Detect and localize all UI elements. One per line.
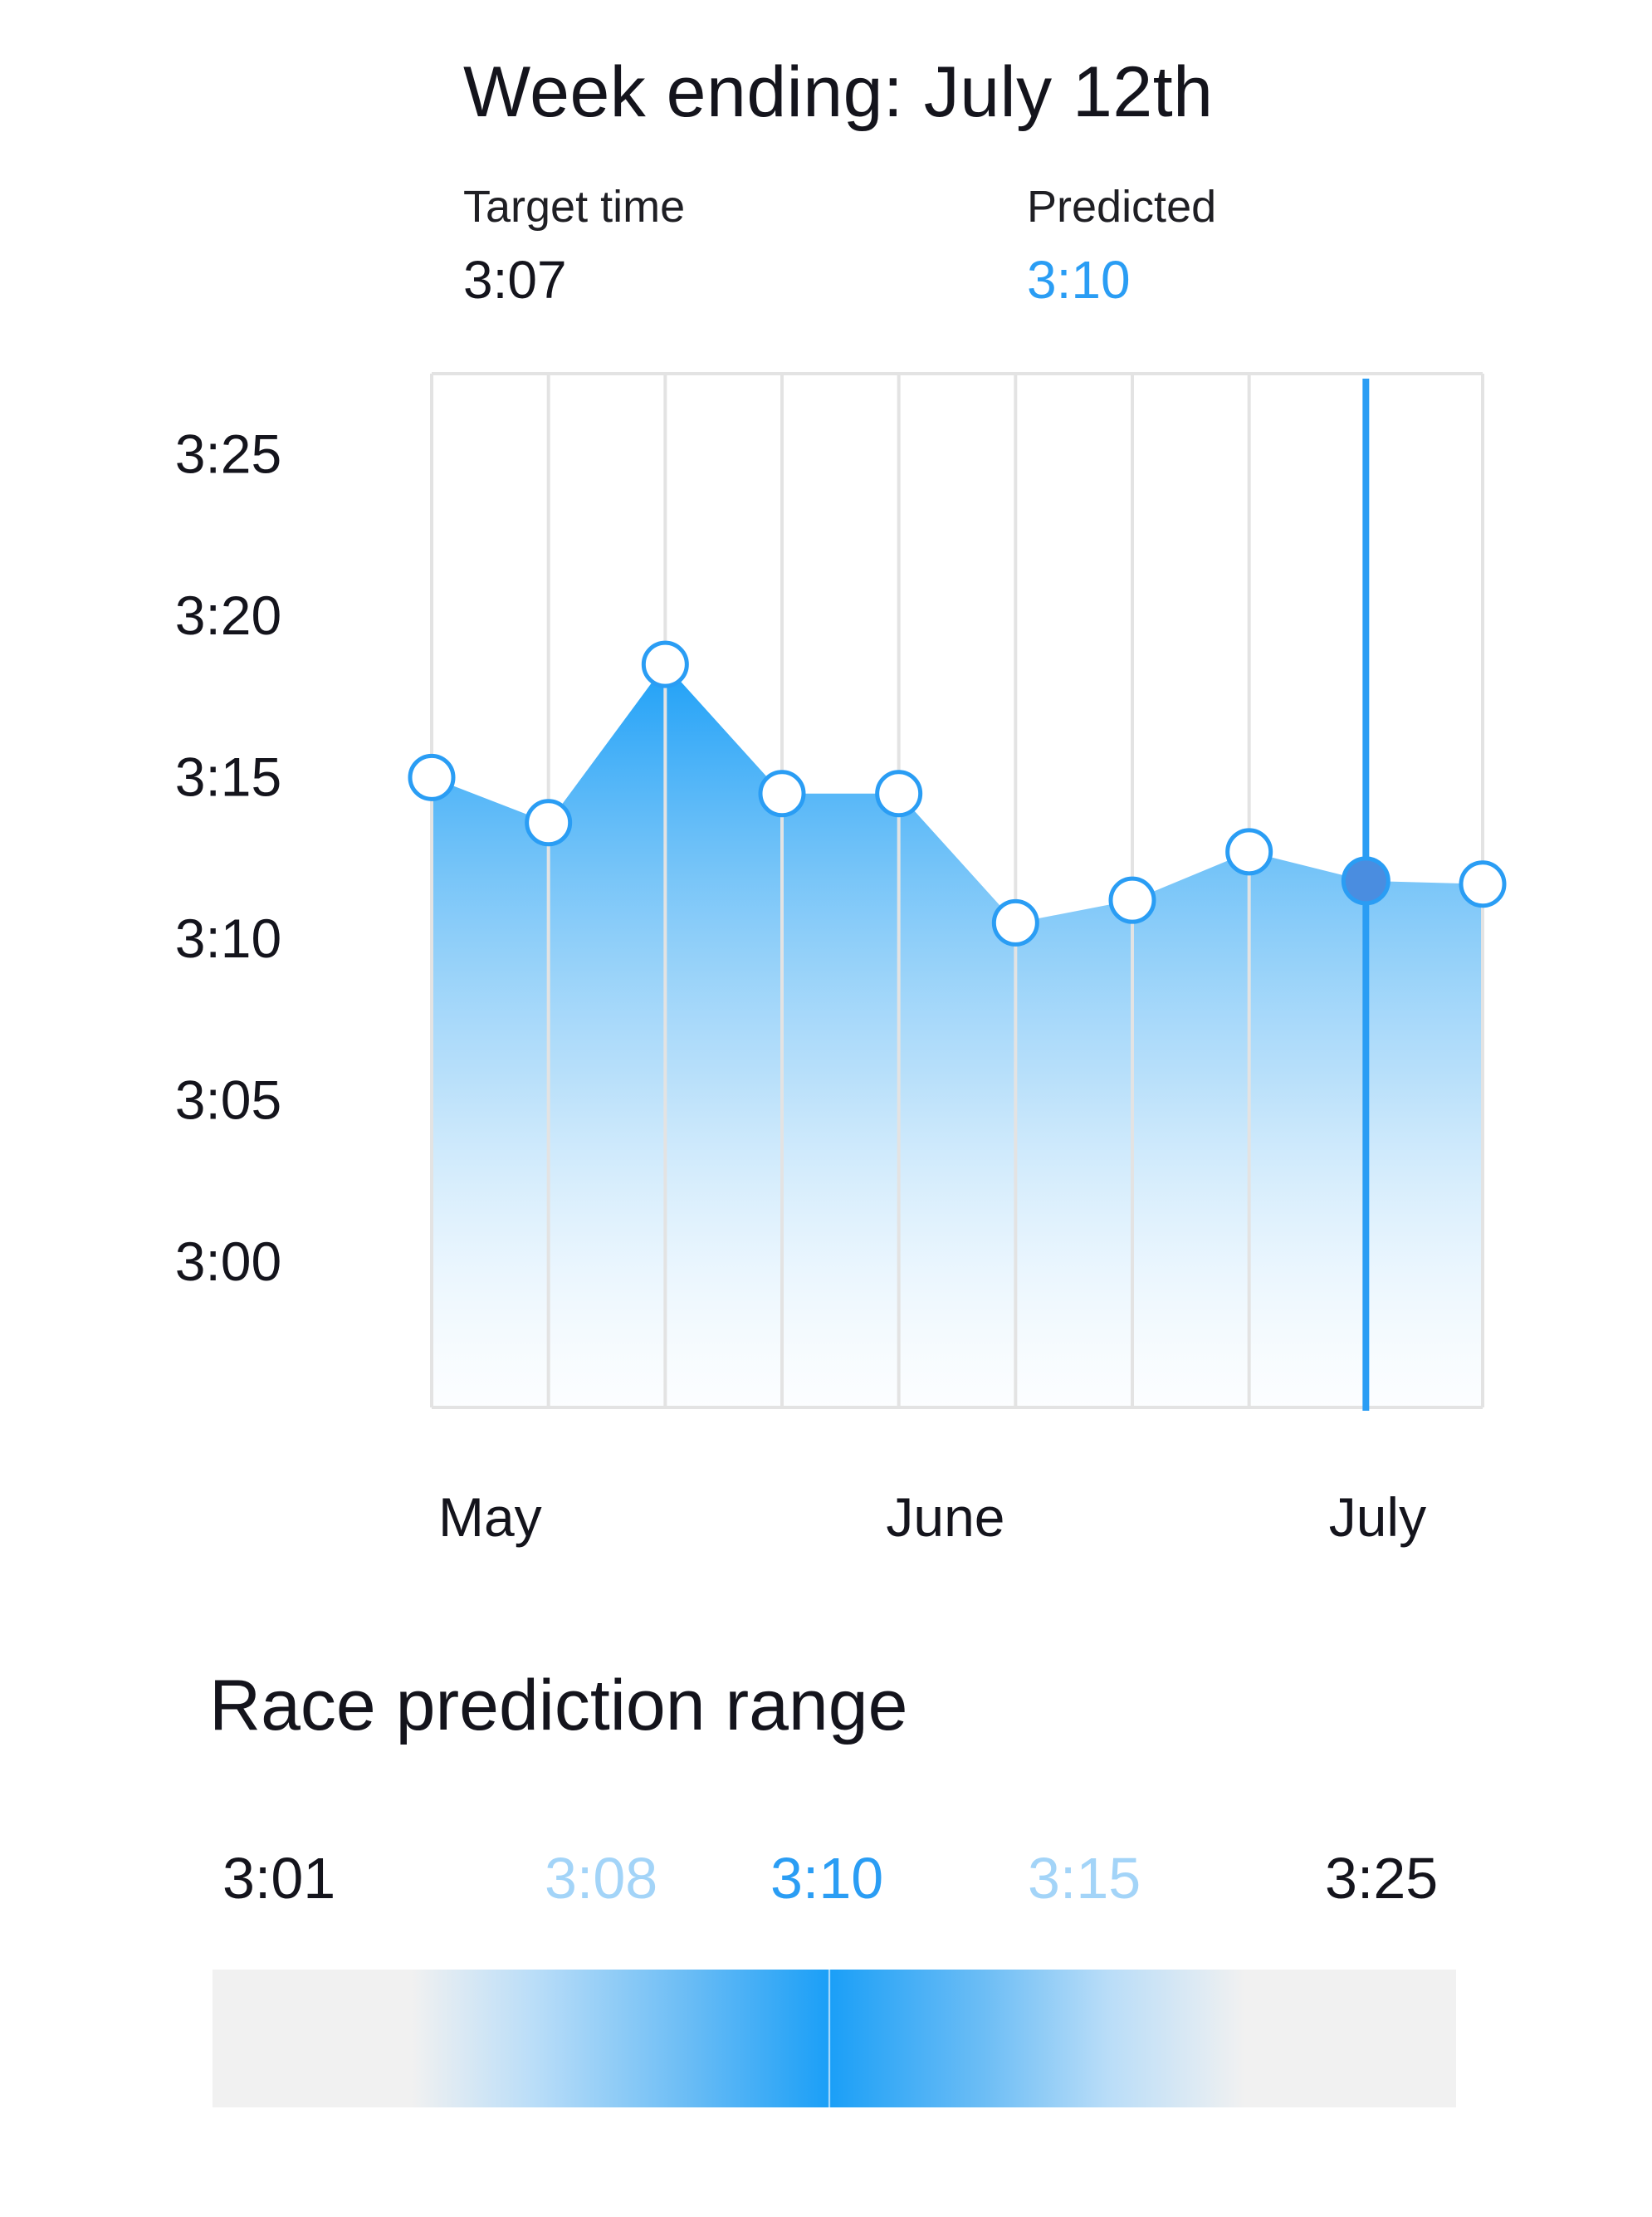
data-point[interactable] [641,640,689,688]
x-axis-tick-label: June [886,1486,1004,1548]
y-axis-tick-label: 3:00 [175,1231,281,1292]
data-point[interactable] [408,753,456,801]
y-axis-tick-label: 3:20 [175,585,281,646]
selected-data-point[interactable] [1341,856,1391,906]
page-title: Week ending: July 12th [463,52,1214,132]
predicted-time-label: Predicted [1027,182,1217,232]
y-axis-tick-label: 3:15 [175,746,281,807]
data-point[interactable] [1459,860,1507,908]
range-high-value: 3:15 [1028,1846,1141,1911]
target-time-value: 3:07 [463,250,567,310]
data-point[interactable] [758,770,806,818]
data-point[interactable] [1108,876,1156,924]
x-axis-tick-label: July [1329,1486,1426,1548]
x-axis-tick-label: May [438,1486,542,1548]
range-max-value: 3:25 [1325,1846,1439,1911]
area-fill [432,664,1483,1407]
target-time-label: Target time [463,182,686,232]
y-axis-tick-label: 3:05 [175,1069,281,1130]
y-axis-tick-label: 3:25 [175,423,281,484]
data-point[interactable] [525,799,573,847]
data-point[interactable] [875,770,923,818]
y-axis-tick-label: 3:10 [175,908,281,969]
predicted-time-value: 3:10 [1027,250,1131,310]
prediction-chart[interactable]: 3:25 3:20 3:15 3:10 3:05 3:00 May June July [0,0,1652,1578]
prediction-range-bar [213,1970,1456,2107]
range-predicted-value: 3:10 [770,1846,884,1911]
range-low-value: 3:08 [545,1846,658,1911]
range-title: Race prediction range [209,1666,908,1745]
data-point[interactable] [991,898,1039,947]
range-min-value: 3:01 [222,1846,336,1911]
data-point[interactable] [1225,828,1273,876]
